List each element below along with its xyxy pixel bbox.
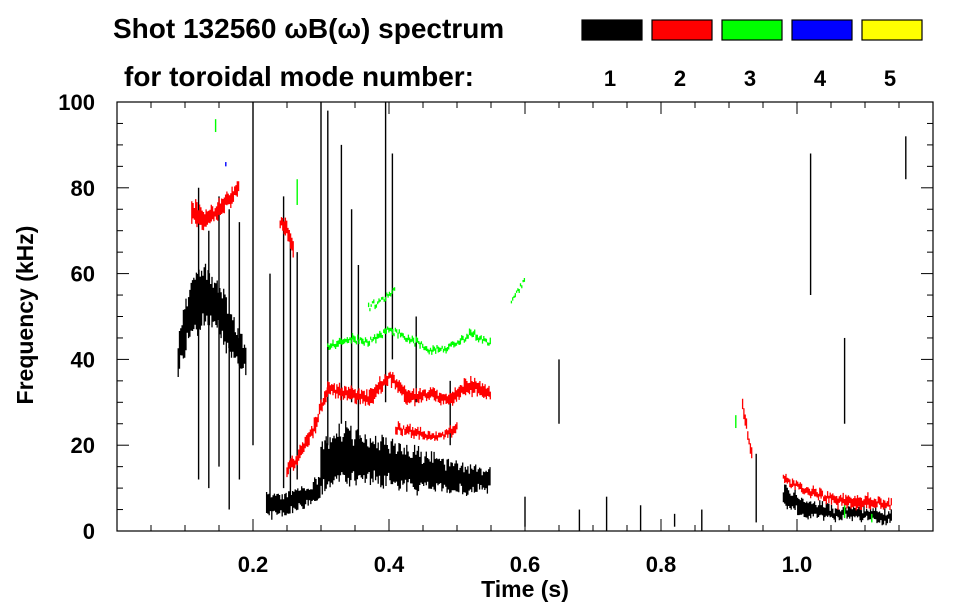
series-mode-n2: [191, 181, 892, 511]
x-tick-label: 0.4: [374, 552, 405, 577]
ridge: [191, 181, 240, 231]
legend-swatch-1: [581, 19, 643, 41]
y-tick-label: 80: [71, 176, 95, 201]
chart-subtitle: for toroidal mode number:: [124, 61, 474, 92]
legend-swatch-4: [791, 19, 853, 41]
y-tick-label: 20: [71, 433, 95, 458]
legend-label-5: 5: [884, 66, 896, 91]
legend-swatch-3: [721, 19, 783, 41]
tick-labels: 0.2 0.4 0.6 0.8 1.0 0 20 40 60 80 100: [58, 90, 812, 577]
chart-title: Shot 132560 ωB(ω) spectrum: [113, 13, 504, 44]
ridge: [510, 278, 526, 304]
series-mode-n3: [214, 119, 873, 523]
x-axis-label: Time (s): [481, 576, 569, 602]
legend: 1 2 3 4 5: [581, 19, 923, 91]
ridge: [741, 398, 753, 459]
ridge: [279, 217, 294, 258]
y-tick-label: 40: [71, 347, 95, 372]
y-tick-label: 100: [58, 90, 95, 115]
legend-label-4: 4: [814, 66, 827, 91]
spectrum-data: [177, 102, 907, 531]
x-tick-label: 0.2: [238, 552, 269, 577]
x-tick-label: 0.6: [510, 552, 541, 577]
ridge: [782, 484, 892, 526]
ridge: [327, 326, 491, 355]
x-tick-label: 1.0: [782, 552, 813, 577]
ridge: [265, 477, 321, 520]
legend-label-2: 2: [674, 66, 686, 91]
series-mode-n1: [177, 102, 907, 531]
legend-label-1: 1: [604, 66, 616, 91]
y-tick-label: 60: [71, 262, 95, 287]
ridge: [782, 473, 892, 511]
ridge: [327, 371, 491, 407]
ridge: [320, 421, 491, 496]
ridge: [286, 387, 328, 478]
ridge: [367, 287, 396, 312]
y-tick-label: 0: [83, 519, 95, 544]
legend-swatch-5: [861, 19, 923, 41]
y-axis-label: Frequency (kHz): [12, 226, 38, 405]
x-tick-label: 0.8: [646, 552, 677, 577]
ridge: [395, 421, 458, 441]
axis-ticks: [117, 102, 933, 531]
legend-swatch-2: [651, 19, 713, 41]
legend-label-3: 3: [744, 66, 756, 91]
